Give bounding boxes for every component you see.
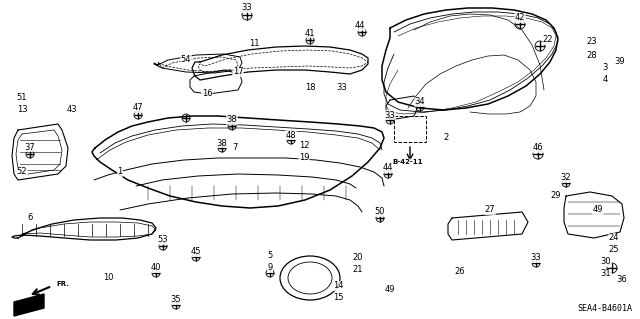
Text: 46: 46 — [532, 144, 543, 152]
Text: 51: 51 — [17, 93, 28, 101]
Text: 12: 12 — [299, 140, 309, 150]
Text: 22: 22 — [543, 35, 553, 44]
Text: 5: 5 — [268, 250, 273, 259]
Text: 15: 15 — [333, 293, 343, 302]
Text: 31: 31 — [601, 270, 611, 278]
Text: 44: 44 — [355, 21, 365, 31]
Text: 23: 23 — [587, 38, 597, 47]
Text: 24: 24 — [609, 234, 620, 242]
Text: 13: 13 — [17, 106, 28, 115]
Text: 28: 28 — [587, 51, 597, 61]
Text: 48: 48 — [285, 130, 296, 139]
Bar — [394, 116, 426, 142]
Text: 49: 49 — [593, 205, 604, 214]
Text: 10: 10 — [103, 273, 113, 283]
Text: 17: 17 — [233, 68, 243, 77]
Text: 19: 19 — [299, 153, 309, 162]
Text: 39: 39 — [614, 57, 625, 66]
Text: 4: 4 — [602, 76, 607, 85]
Text: 41: 41 — [305, 28, 316, 38]
Text: 26: 26 — [454, 268, 465, 277]
Text: FR.: FR. — [56, 281, 69, 287]
Text: 21: 21 — [353, 265, 364, 275]
Text: 38: 38 — [227, 115, 237, 124]
Text: 37: 37 — [24, 143, 35, 152]
Text: 14: 14 — [333, 281, 343, 291]
Text: 16: 16 — [202, 88, 212, 98]
Text: 33: 33 — [531, 254, 541, 263]
Text: 7: 7 — [232, 144, 237, 152]
Text: 35: 35 — [171, 295, 181, 305]
Text: 2: 2 — [444, 133, 449, 143]
Text: 53: 53 — [157, 235, 168, 244]
Text: 6: 6 — [28, 213, 33, 222]
Text: 33: 33 — [337, 84, 348, 93]
Text: 34: 34 — [415, 98, 426, 107]
Text: 47: 47 — [132, 103, 143, 113]
Text: 1: 1 — [117, 167, 123, 176]
Text: 49: 49 — [385, 286, 396, 294]
Text: 25: 25 — [609, 246, 620, 255]
Text: 29: 29 — [551, 191, 561, 201]
Text: 44: 44 — [383, 164, 393, 173]
Text: 20: 20 — [353, 254, 364, 263]
Text: 40: 40 — [151, 263, 161, 272]
Text: 33: 33 — [242, 4, 252, 12]
Text: 30: 30 — [601, 257, 611, 266]
Text: 42: 42 — [515, 13, 525, 23]
Text: 54: 54 — [180, 56, 191, 64]
Text: 38: 38 — [216, 138, 227, 147]
Text: 45: 45 — [191, 248, 201, 256]
Text: 9: 9 — [268, 263, 273, 272]
Text: 18: 18 — [305, 84, 316, 93]
Text: 11: 11 — [249, 39, 259, 48]
Text: SEA4-B4601A: SEA4-B4601A — [577, 304, 632, 313]
Text: 33: 33 — [385, 110, 396, 120]
Text: 50: 50 — [375, 207, 385, 217]
Text: 27: 27 — [484, 205, 495, 214]
Text: 36: 36 — [616, 276, 627, 285]
Text: 32: 32 — [561, 174, 572, 182]
Text: 3: 3 — [602, 63, 608, 72]
Text: 52: 52 — [17, 167, 28, 176]
Polygon shape — [14, 294, 44, 316]
Text: 43: 43 — [67, 106, 77, 115]
Text: B-42-11: B-42-11 — [393, 159, 423, 165]
